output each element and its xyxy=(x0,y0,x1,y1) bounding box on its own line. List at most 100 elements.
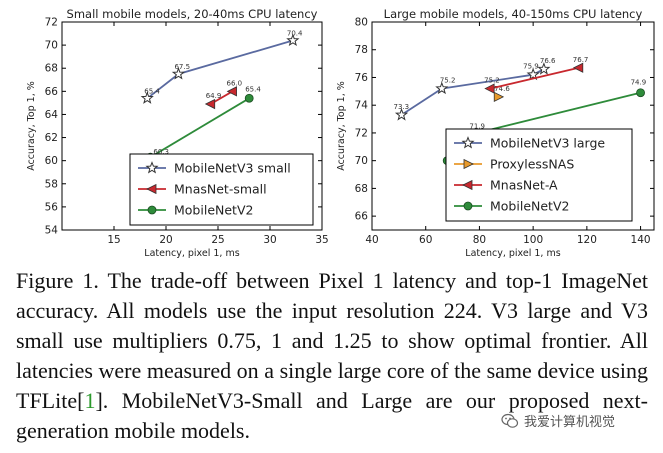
watermark-text: 我爱计算机视觉 xyxy=(524,415,616,430)
legend-marker xyxy=(463,158,474,170)
x-tick-label: 80 xyxy=(473,234,486,246)
legend-marker xyxy=(146,183,157,195)
x-tick-label: 25 xyxy=(211,234,224,246)
legend-marker xyxy=(147,205,157,215)
data-label: 67.5 xyxy=(174,63,190,71)
series-proxylessnas: 74.6 xyxy=(493,85,510,103)
series-mnasnet-a: 75.2 76.7 xyxy=(484,56,589,94)
data-point xyxy=(484,83,495,94)
y-tick-label: 68 xyxy=(45,63,58,75)
figure-caption: Figure 1. The trade-off between Pixel 1 … xyxy=(16,266,648,446)
data-label: 76.6 xyxy=(540,57,556,65)
y-tick-label: 66 xyxy=(355,211,369,223)
data-label: 66.0 xyxy=(227,79,243,87)
y-tick-label: 54 xyxy=(45,225,59,237)
y-tick-label: 74 xyxy=(355,100,369,112)
y-axis-label: Accuracy, Top 1, % xyxy=(26,81,37,171)
large-models-chart: Large mobile models, 40-150ms CPU latenc… xyxy=(336,7,655,259)
series-line xyxy=(149,97,250,158)
x-tick-label: 60 xyxy=(419,234,432,246)
x-tick-label: 100 xyxy=(523,234,543,246)
legend-entry: ProxylessNAS xyxy=(490,157,574,172)
data-label: 74.6 xyxy=(494,85,510,93)
chart-title: Small mobile models, 20-40ms CPU latency xyxy=(67,7,318,21)
x-tick-label: 120 xyxy=(577,234,597,246)
y-axis-label: Accuracy, Top 1, % xyxy=(336,81,347,171)
legend-entry: MobileNetV2 xyxy=(174,203,253,218)
y-tick-label: 56 xyxy=(45,201,59,213)
y-tick-label: 72 xyxy=(45,17,58,29)
data-point xyxy=(493,91,505,103)
wechat-icon xyxy=(501,413,519,428)
x-tick-label: 40 xyxy=(365,234,378,246)
y-tick-label: 78 xyxy=(355,44,368,56)
data-point xyxy=(572,62,584,73)
data-point xyxy=(537,62,551,75)
caption-text-tail: ]. MobileNetV3-Small and Large are our p… xyxy=(16,388,648,443)
data-point xyxy=(526,67,540,81)
data-point xyxy=(394,107,409,121)
data-label: 74.9 xyxy=(631,79,647,87)
x-tick-label: 30 xyxy=(263,234,276,246)
x-tick-label: 140 xyxy=(631,234,651,246)
chart-title: Large mobile models, 40-150ms CPU latenc… xyxy=(384,7,643,21)
data-label: 75.9 xyxy=(523,63,539,71)
y-tick-label: 62 xyxy=(45,132,58,144)
data-point xyxy=(204,98,216,110)
data-point xyxy=(171,67,186,80)
legend-marker xyxy=(463,201,473,211)
x-axis-label: Latency, pixel 1, ms xyxy=(144,248,239,259)
x-tick-label: 15 xyxy=(107,234,120,246)
x-tick-label: 35 xyxy=(315,234,328,246)
data-point xyxy=(140,91,154,104)
legend-entry: MobileNetV3 small xyxy=(174,161,291,176)
series-line xyxy=(489,66,580,90)
x-tick-label: 20 xyxy=(159,234,172,246)
y-tick-label: 68 xyxy=(355,183,368,195)
legend-entry: MnasNet-A xyxy=(490,178,558,193)
series-line xyxy=(146,39,294,100)
citation-link[interactable]: 1 xyxy=(84,388,96,413)
legend-marker xyxy=(145,161,159,174)
watermark: 我爱计算机视觉 xyxy=(501,411,615,430)
data-label: 64.9 xyxy=(206,92,222,100)
data-label: 60.3 xyxy=(153,148,169,156)
data-label: 71.9 xyxy=(469,122,485,130)
y-tick-label: 60 xyxy=(45,155,58,167)
series-mobilenetv2: 60.3 65.4 xyxy=(145,85,261,162)
legend-entry: MnasNet-small xyxy=(174,182,267,197)
y-tick-label: 80 xyxy=(355,17,368,29)
plot-frame xyxy=(371,21,655,231)
caption-text: Figure 1. The trade-off between Pixel 1 … xyxy=(16,268,648,413)
data-label: 76.7 xyxy=(573,56,589,64)
data-label: 75.2 xyxy=(440,77,456,85)
y-tick-label: 58 xyxy=(45,178,58,190)
data-point xyxy=(226,86,237,97)
y-tick-label: 76 xyxy=(355,72,369,84)
data-label: 65.4 xyxy=(245,85,261,93)
data-label: 75.2 xyxy=(484,77,500,85)
data-label: 65.4 xyxy=(144,87,160,95)
plot-frame xyxy=(61,21,323,231)
legend: MobileNetV3 small MnasNet-small MobileNetV… xyxy=(129,153,314,226)
series-mnasnet-small: 64.9 66.0 xyxy=(204,79,243,110)
series-mobilenetv3-small: 65.4 67.5 70.4 xyxy=(140,29,303,104)
data-point xyxy=(435,81,449,95)
y-tick-label: 64 xyxy=(45,109,59,121)
y-tick-label: 72 xyxy=(355,127,368,139)
y-tick-label: 70 xyxy=(355,155,368,167)
data-point xyxy=(636,88,645,98)
y-tick-label: 66 xyxy=(45,86,59,98)
small-models-chart: Small mobile models, 20-40ms CPU latency… xyxy=(26,7,329,259)
y-tick-label: 70 xyxy=(45,40,58,52)
legend-entry: MobileNetV2 xyxy=(490,199,569,214)
legend-marker xyxy=(462,179,473,191)
series-line xyxy=(401,68,545,116)
data-label: 70.4 xyxy=(287,29,303,37)
legend: MobileNetV3 large ProxylessNAS MnasNet-A Mo… xyxy=(445,128,633,222)
data-label: 73.3 xyxy=(394,103,410,111)
data-point xyxy=(244,93,254,103)
x-axis-label: Latency, pixel 1, ms xyxy=(465,248,560,259)
series-mobilenetv3-large: 73.3 75.2 75.976.6 xyxy=(394,57,556,121)
legend-marker xyxy=(461,136,475,149)
